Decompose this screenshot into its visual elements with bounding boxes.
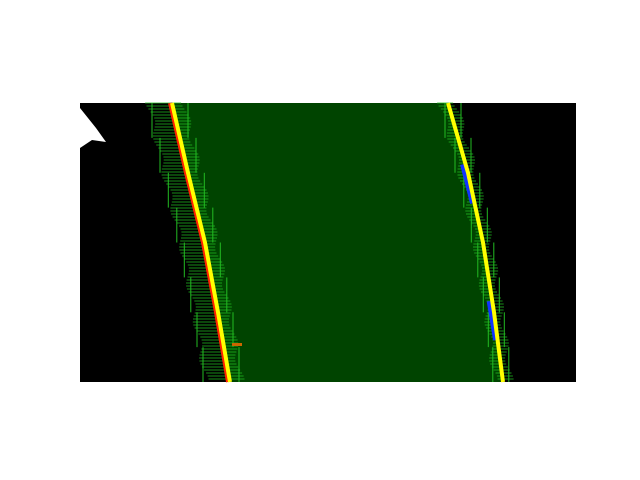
left-lane-fit-line: [170, 102, 232, 383]
left-lane-pixel-speck: [232, 343, 242, 346]
right-search-windows: [437, 102, 514, 382]
right-lane-pixels: [460, 163, 499, 341]
right-lane-pixel-dash: [460, 163, 476, 205]
right-lane-pixel-dash: [486, 300, 499, 341]
right-lane-fit-line: [446, 102, 505, 383]
lane-area-fill: [172, 103, 503, 382]
left-search-windows: [145, 102, 245, 382]
warp-artifact: [80, 108, 106, 148]
